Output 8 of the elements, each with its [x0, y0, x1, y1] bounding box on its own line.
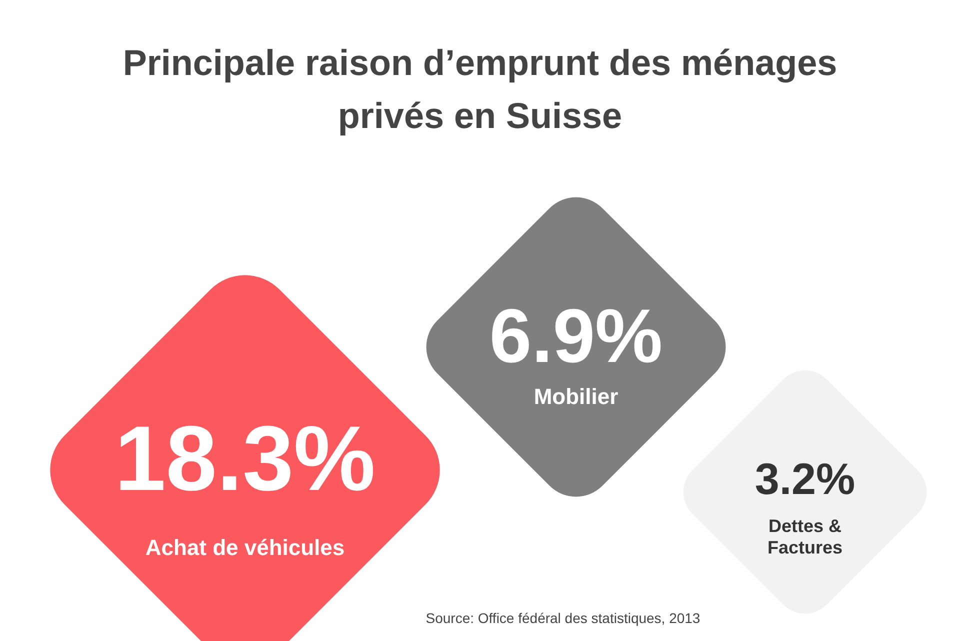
data-label: 3.2% [754, 455, 856, 504]
data-label: 6.9% [489, 294, 663, 379]
text: Principale raison d’emprunt des ménages privés en Suisse [122, 42, 838, 136]
category-label: Achat de véhicules [145, 535, 345, 560]
data-label: 18.3% [114, 408, 376, 510]
category-label: Dettes & Factures [767, 516, 843, 558]
category-label: Mobilier [534, 384, 619, 409]
source-note: Source: Office fédéral des statistiques, 2013 [426, 610, 700, 626]
